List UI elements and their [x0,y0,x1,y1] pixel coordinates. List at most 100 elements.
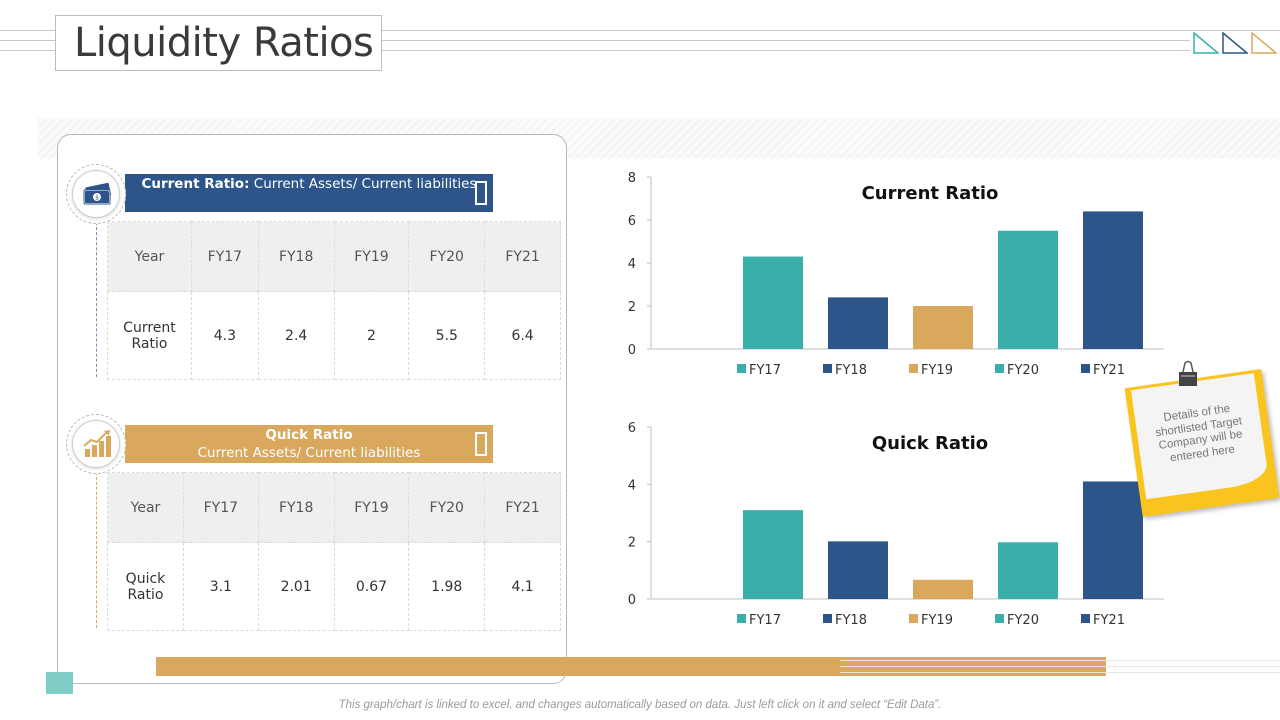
chart-title: Quick Ratio [872,433,988,454]
legend-swatch [909,364,918,373]
triangle-teal-icon [1193,32,1219,54]
gold-accent-bar [156,657,1106,676]
table-cell: 3.1 [182,542,259,631]
header-line [382,30,1280,31]
legend-swatch [995,364,1004,373]
header-line [0,30,55,31]
quick-ratio-chart: 0 2 4 6 Quick Ratio FY17 FY18 FY19 FY20 FY21 [628,421,1164,628]
legend-label: FY18 [835,613,867,628]
legend-swatch [737,614,746,623]
banner-marker [475,432,487,456]
table-cell: 2 [333,291,410,380]
chart-title: Current Ratio [862,183,999,204]
footer-line [840,666,1280,667]
legend-label: FY17 [749,363,781,378]
legend-swatch [823,614,832,623]
title-box: Liquidity Ratios [55,15,382,71]
y-tick-label: 6 [628,421,636,436]
table-cell: FY21 [484,472,561,543]
y-tick-label: 2 [628,536,636,551]
table-header-row: Year FY17 FY18 FY19 FY20 FY21 [107,472,561,543]
table-row: Current Ratio 4.3 2.4 2 5.5 6.4 [107,291,561,380]
table-cell: 6.4 [484,291,561,380]
bar-fy18 [828,541,888,599]
current-ratio-label: Current Ratio: [141,176,250,192]
quick-ratio-label: Quick Ratio [265,427,353,443]
table-cell: FY19 [333,472,410,543]
legend-label: FY17 [749,613,781,628]
banner-marker [475,181,487,205]
connector-line [96,222,97,377]
y-tick-label: 0 [628,593,636,608]
legend-label: FY18 [835,363,867,378]
growth-badge [66,414,126,474]
table-cell: FY18 [257,221,335,292]
bar-fy17 [743,510,803,599]
page-title: Liquidity Ratios [74,20,374,66]
header-line [382,40,1190,41]
legend-label: FY20 [1007,363,1039,378]
y-tick-label: 2 [628,300,636,315]
table-cell: Year [107,221,192,292]
table-cell: FY20 [408,472,486,543]
legend-swatch [1081,614,1090,623]
legend-label: FY21 [1093,613,1125,628]
quick-ratio-banner: Quick Ratio Current Assets/ Current liab… [125,425,493,463]
current-ratio-table: Year FY17 FY18 FY19 FY20 FY21 Current Ra… [107,221,561,380]
legend-swatch [1081,364,1090,373]
quick-ratio-formula: Current Assets/ Current liabilities [197,445,421,461]
legend-label: FY20 [1007,613,1039,628]
header-line [0,50,55,51]
header-line [0,40,55,41]
table-cell: 5.5 [408,291,486,380]
triangle-navy-icon [1222,32,1248,54]
table-cell: 4.1 [484,542,561,631]
footer-line [840,672,1280,673]
bar-fy20 [998,542,1058,599]
table-cell: 2.01 [257,542,335,631]
current-ratio-formula: Current Assets/ Current liabilities [253,176,477,192]
table-cell: Quick Ratio [107,542,184,631]
table-cell: FY19 [333,221,410,292]
table-header-row: Year FY17 FY18 FY19 FY20 FY21 [107,221,561,292]
legend-swatch [823,364,832,373]
bar-fy21 [1083,211,1143,349]
table-cell: Year [107,472,184,543]
legend-label: FY19 [921,363,953,378]
current-ratio-banner: Current Ratio: Current Assets/ Current l… [125,174,493,212]
y-tick-label: 0 [628,343,636,358]
sticky-note: Details of the shortlisted Target Compan… [1124,369,1280,517]
table-cell: 2.4 [257,291,335,380]
legend-label: FY19 [921,613,953,628]
y-tick-label: 4 [628,478,636,493]
y-tick-label: 8 [628,171,636,186]
money-badge: $ [66,164,126,224]
binder-clip-icon [1179,360,1197,386]
bar-fy19 [913,579,973,599]
current-ratio-chart: 0 2 4 6 8 Current Ratio FY17 FY18 FY19 FY20 FY21 [628,171,1164,378]
header-line [382,50,1190,51]
sticky-note-text: Details of the shortlisted Target Compan… [1154,402,1244,465]
footer-line [840,660,1280,661]
bar-fy18 [828,297,888,349]
table-cell: FY17 [190,221,259,292]
teal-accent-square [46,672,73,694]
legend-swatch [737,364,746,373]
quick-ratio-table: Year FY17 FY18 FY19 FY20 FY21 Quick Rati… [107,472,561,631]
triangle-gold-icon [1251,32,1277,54]
table-cell: 0.67 [333,542,410,631]
bar-fy17 [743,256,803,349]
bar-fy21 [1083,481,1143,599]
table-cell: FY20 [408,221,486,292]
y-tick-label: 4 [628,257,636,272]
growth-chart-icon [83,430,111,457]
table-row: Quick Ratio 3.1 2.01 0.67 1.98 4.1 [107,542,561,631]
legend-label: FY21 [1093,363,1125,378]
table-cell: FY21 [484,221,561,292]
table-cell: FY17 [182,472,259,543]
table-cell: FY18 [257,472,335,543]
connector-line [96,472,97,628]
table-cell: 1.98 [408,542,486,631]
legend-swatch [995,614,1004,623]
table-cell: 4.3 [190,291,259,380]
